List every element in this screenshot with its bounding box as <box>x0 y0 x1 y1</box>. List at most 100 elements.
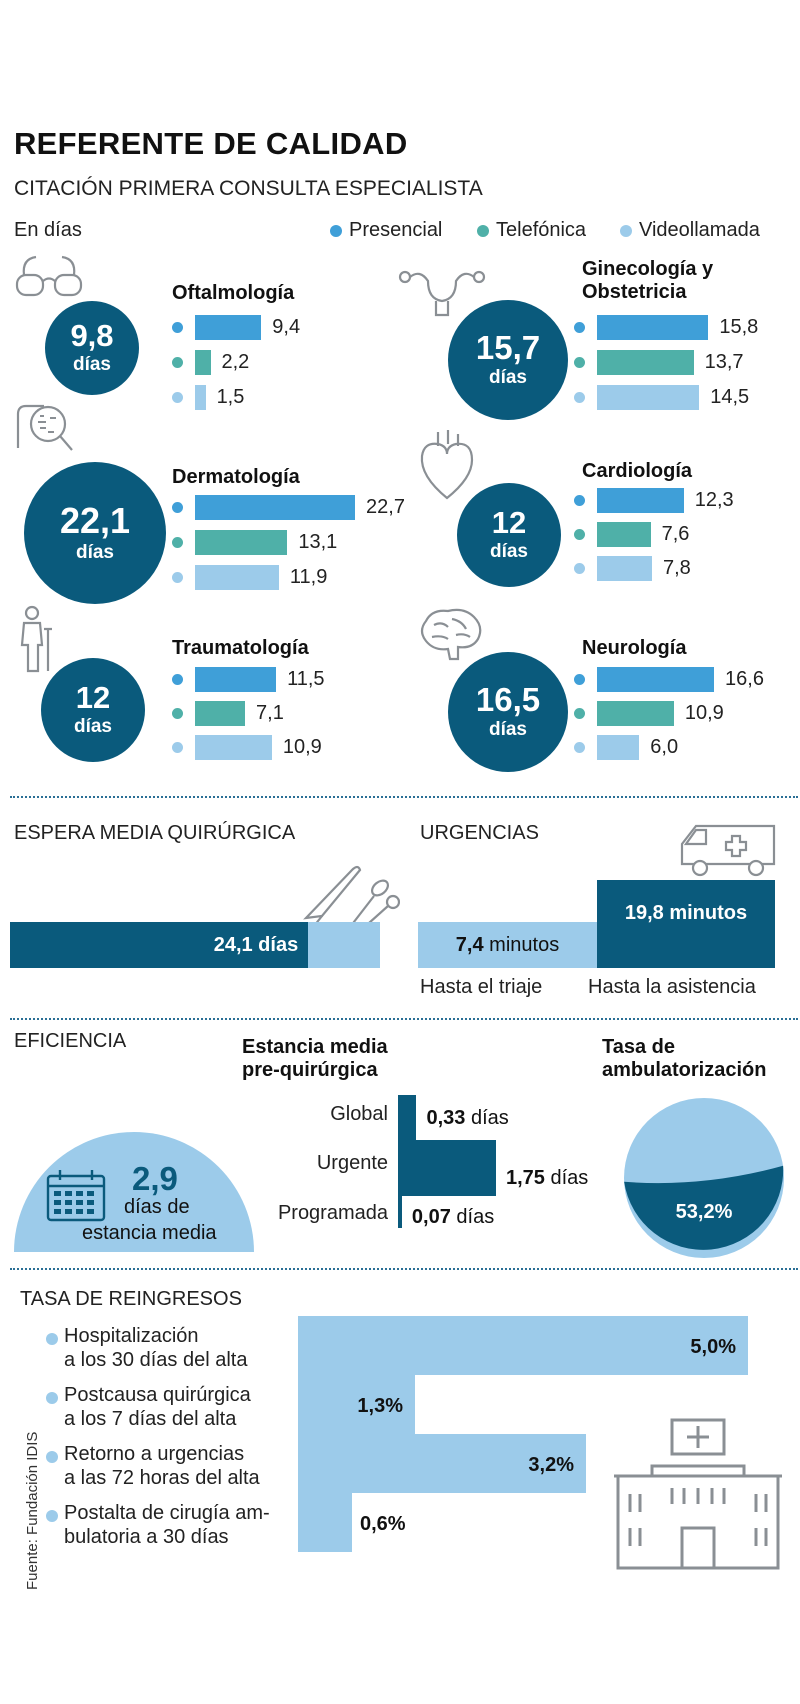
bar-value-label: 7,1 <box>256 702 284 724</box>
prequirurgica-bar <box>398 1095 417 1146</box>
total-value: 12 <box>491 505 527 540</box>
prequirurgica-category: Programada <box>277 1202 388 1224</box>
bar-value-label: 7,6 <box>661 523 690 545</box>
bar-value-label: 6,0 <box>650 736 679 758</box>
bar-telefonica <box>597 350 694 375</box>
reingreso-label: Hospitalización a los 30 días del alta <box>64 1324 247 1372</box>
bar-value-label: 11,9 <box>289 566 328 588</box>
total-circle-oftalmologia: 9,8 días <box>45 301 139 395</box>
urgencias-bar-asistencia: 19,8 minutos <box>597 880 775 968</box>
total-unit: días <box>488 367 528 388</box>
bar-dot-videollamada <box>574 392 585 403</box>
urgencias-value-asistencia: 19,8 minutos <box>624 902 748 925</box>
total-circle-ginecologia: 15,7 días <box>448 300 568 420</box>
bar-telefonica <box>195 701 246 726</box>
prequirurgica-category: Urgente <box>316 1152 388 1174</box>
bar-telefonica <box>597 522 651 547</box>
bar-dot-telefonica <box>172 537 183 548</box>
section-title-reingresos: TASA DE REINGRESOS <box>20 1288 242 1310</box>
specialty-name-ginecologia: Ginecología y Obstetricia <box>582 258 732 304</box>
ambulatorizacion-title-line: Tasa de <box>602 1036 675 1058</box>
calendar-icon <box>46 1170 106 1222</box>
bar-dot-telefonica <box>574 708 585 719</box>
section-title-eficiencia: EFICIENCIA <box>14 1030 127 1052</box>
bar-videollamada <box>195 565 279 590</box>
estancia-label-2: estancia media <box>82 1222 217 1244</box>
total-value: 15,7 <box>475 329 541 366</box>
quirurgica-bar: 24,1 días <box>10 922 309 968</box>
bar-dot-telefonica <box>172 708 183 719</box>
legend-dot <box>330 224 342 237</box>
bar-videollamada <box>597 385 700 410</box>
reingreso-dot <box>46 1392 58 1404</box>
bar-videollamada <box>195 385 206 410</box>
section-divider <box>10 1268 798 1270</box>
glasses-icon <box>15 255 83 297</box>
reingreso-label-line: a las 72 horas del alta <box>64 1467 260 1489</box>
reingreso-label: Postalta de cirugía am-bulatoria a 30 dí… <box>64 1501 270 1549</box>
bar-presencial <box>597 667 715 692</box>
reingreso-label: Retorno a urgencias a las 72 horas del al… <box>64 1442 260 1490</box>
prequirurgica-title-line: pre-quirúrgica <box>242 1059 378 1081</box>
reingreso-value: 1,3% <box>357 1395 403 1417</box>
quirurgica-value: 24,1 días <box>213 933 299 956</box>
bar-value-label: 14,5 <box>710 386 750 408</box>
prequirurgica-value-label: 0,33 días <box>426 1107 508 1130</box>
bar-dot-videollamada <box>172 742 183 753</box>
section-divider <box>10 796 798 798</box>
total-value: 9,8 <box>70 318 114 353</box>
legend-item-videollamada: Videollamada <box>620 219 760 242</box>
reingreso-value: 5,0% <box>690 1336 736 1358</box>
prequirurgica-title: Estancia media pre-quirúrgica <box>242 1036 388 1082</box>
ambulatorizacion-title-line: ambulatorización <box>602 1059 767 1081</box>
legend-item-telefonica: Telefónica <box>477 219 586 242</box>
urgencias-label-triaje: Hasta el triaje <box>420 976 543 998</box>
reingreso-dot <box>46 1510 58 1522</box>
prequirurgica-value-label: 0,07 días <box>412 1206 494 1229</box>
reingreso-label-line: Retorno a urgencias <box>64 1443 245 1465</box>
prequirurgica-value: 0,33 <box>426 1107 466 1129</box>
bar-value-label: 22,7 <box>366 496 405 518</box>
prequirurgica-category: Global <box>330 1103 388 1125</box>
specialty-name-neurologia: Neurología <box>582 637 687 659</box>
estancia-value: 2,9 <box>132 1160 178 1197</box>
bar-videollamada <box>597 735 640 760</box>
bar-telefonica <box>597 701 674 726</box>
ambulance-icon <box>680 824 776 877</box>
bar-value-label: 11,5 <box>287 668 325 690</box>
ambulatorizacion-title: Tasa de ambulatorización <box>602 1036 766 1082</box>
bar-dot-videollamada <box>574 563 585 574</box>
prequirurgica-value: 1,75 <box>506 1167 545 1189</box>
bar-presencial <box>195 495 356 520</box>
reingreso-dot <box>46 1333 58 1345</box>
total-circle-neurologia: 16,5 días <box>448 652 568 772</box>
ambulatorizacion-pie: 53,2% <box>624 1098 784 1258</box>
reingreso-label-line: bulatoria a 30 días <box>64 1526 229 1548</box>
specialty-name-traumatologia: Traumatología <box>172 637 309 659</box>
uterus-icon <box>398 270 486 317</box>
page-title: REFERENTE DE CALIDAD <box>14 126 408 161</box>
bar-presencial <box>195 667 277 692</box>
specialty-name-dermatologia: Dermatología <box>172 466 300 488</box>
bar-value-label: 16,6 <box>725 668 764 690</box>
specialty-name-cardiologia: Cardiología <box>582 460 693 482</box>
bar-dot-presencial <box>172 502 183 513</box>
legend-dot <box>620 224 632 237</box>
total-value: 16,5 <box>475 681 541 718</box>
total-unit: días <box>72 354 112 375</box>
bar-value-label: 13,1 <box>298 531 338 553</box>
bar-dot-presencial <box>574 495 585 506</box>
heart-icon <box>420 430 474 500</box>
reingreso-dot <box>46 1451 58 1463</box>
bar-dot-videollamada <box>574 742 585 753</box>
urgencias-number: 7,4 <box>455 933 484 956</box>
bar-value-label: 7,8 <box>662 557 691 579</box>
prequirurgica-bar <box>398 1140 496 1196</box>
reingreso-label: Postcausa quirúrgica a los 7 días del alt… <box>64 1383 251 1431</box>
total-unit: días <box>75 541 115 563</box>
total-circle-dermatologia: 22,1 días <box>24 462 166 604</box>
bar-dot-telefonica <box>574 529 585 540</box>
reingreso-bar <box>298 1316 748 1375</box>
total-unit: días <box>73 716 113 737</box>
bar-value-label: 9,4 <box>272 316 301 338</box>
